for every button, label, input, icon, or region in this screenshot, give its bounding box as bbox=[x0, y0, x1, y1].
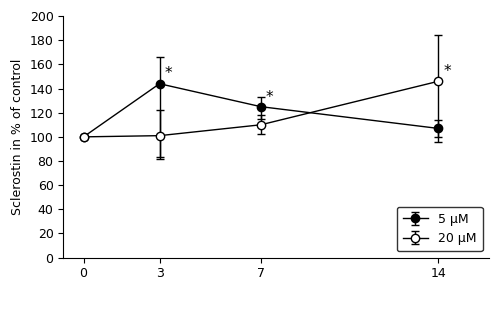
Text: *: * bbox=[164, 66, 172, 81]
Text: *: * bbox=[266, 91, 274, 105]
Legend: 5 μM, 20 μM: 5 μM, 20 μM bbox=[396, 207, 482, 251]
Text: *: * bbox=[444, 64, 451, 79]
Y-axis label: Sclerostin in % of control: Sclerostin in % of control bbox=[11, 59, 24, 215]
